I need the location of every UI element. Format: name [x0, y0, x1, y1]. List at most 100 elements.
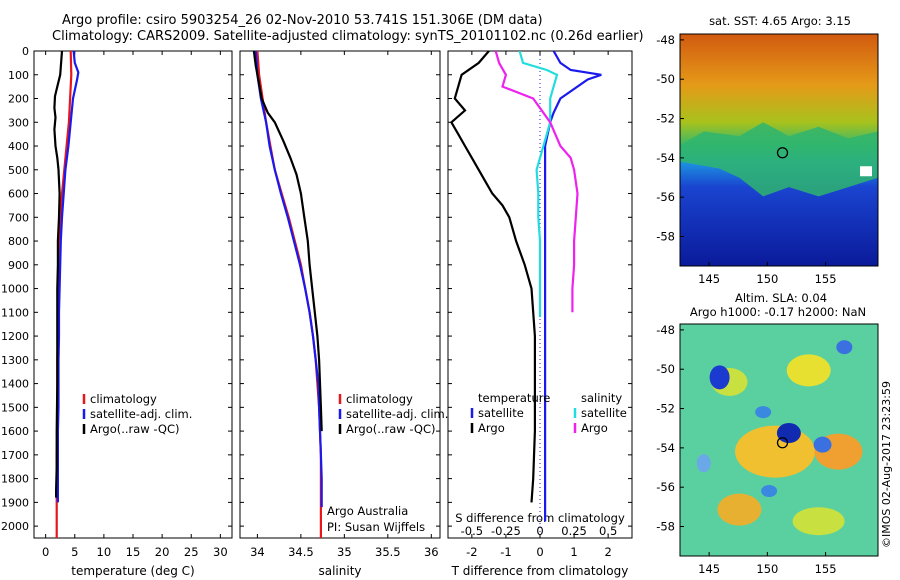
- t-tick-label: 0: [536, 545, 543, 559]
- t-tick-label: -1: [500, 545, 511, 559]
- sla-anomaly: [786, 354, 831, 387]
- depth-tick-label: 500: [8, 164, 29, 177]
- lat-tick-label: -48: [656, 323, 675, 337]
- sla-anomaly: [813, 436, 832, 453]
- depth-tick-label: 100: [8, 69, 29, 82]
- lon-tick-label: 150: [756, 562, 778, 576]
- salinity-panel: 34 34.5 35 35.5 36 salinity climatologysatelli…: [239, 50, 448, 578]
- series-line-satellite-adj-clim-: [254, 51, 323, 508]
- depth-tick-label: 1800: [1, 473, 29, 486]
- x-tick-label: 36: [424, 545, 439, 559]
- lat-tick-label: -56: [656, 480, 675, 494]
- sst-map-panel: sat. SST: 4.65 Argo: 3.15 145 150 155 -48 -50…: [656, 14, 879, 286]
- depth-tick-label: 200: [8, 93, 29, 106]
- depth-tick-label: 300: [8, 116, 29, 129]
- t-tick-label: -2: [466, 545, 477, 559]
- legend-entry: climatology: [90, 392, 157, 406]
- argo-location-marker: [776, 437, 789, 449]
- legend-temperature-title: temperature: [478, 391, 550, 405]
- legend-entry: satellite-adj. clim.: [90, 407, 192, 421]
- series-line-satellite-adj-clim-: [56, 51, 80, 503]
- depth-tick-label: 1600: [1, 425, 29, 438]
- depth-tick-label: 700: [8, 211, 29, 224]
- lat-tick-label: -58: [656, 520, 675, 534]
- s-tick-label: 0: [536, 524, 543, 538]
- depth-tick-label: 1100: [1, 306, 29, 319]
- sla-anomaly: [717, 493, 762, 526]
- temperature-panel: 0100200300400500600700800900100011001200…: [1, 45, 233, 578]
- x-tick-label: 10: [97, 545, 112, 559]
- argo-location-marker: [776, 147, 789, 159]
- lon-tick-label: 155: [815, 272, 837, 286]
- t-tick-label: 2: [604, 545, 611, 559]
- x-tick-label: 5: [71, 545, 78, 559]
- annotation-line-1: Argo Australia: [327, 504, 408, 518]
- legend-entry: satellite-adj. clim.: [346, 407, 448, 421]
- map-frame: [679, 323, 879, 557]
- legend-entry: Argo: [581, 421, 608, 435]
- depth-tick-label: 600: [8, 188, 29, 201]
- depth-tick-label: 800: [8, 235, 29, 248]
- s-tick-label: -0.5: [461, 524, 483, 538]
- sla-map-title-2: Argo h1000: -0.17 h2000: NaN: [690, 305, 866, 319]
- lon-tick-label: 145: [698, 562, 720, 576]
- depth-tick-label: 2000: [1, 520, 29, 533]
- lat-tick-label: -58: [656, 230, 675, 244]
- lat-tick-label: -48: [656, 33, 675, 47]
- legend-entry: satellite: [478, 406, 524, 420]
- lon-tick-label: 145: [698, 272, 720, 286]
- sla-anomaly: [792, 507, 845, 536]
- sla-anomaly: [761, 485, 778, 498]
- s-tick-label: 0.5: [599, 524, 617, 538]
- series-line-argo-raw-qc-: [252, 51, 323, 432]
- x-tick-label: 34.5: [288, 545, 314, 559]
- s-axis-label: S difference from climatology: [455, 511, 625, 525]
- s-tick-label: 0.25: [561, 524, 587, 538]
- plot-frame: [239, 50, 441, 539]
- sla-anomaly: [709, 365, 730, 390]
- x-tick-label: 0: [42, 545, 49, 559]
- legend-salinity-title: salinity: [581, 391, 622, 405]
- depth-tick-label: 900: [8, 259, 29, 272]
- sla-anomaly: [696, 454, 711, 473]
- lat-tick-label: -50: [656, 72, 675, 86]
- title-line-1: Argo profile: csiro 5903254_26 02-Nov-20…: [62, 13, 543, 28]
- lat-tick-label: -54: [656, 151, 675, 165]
- series-line-temperature-argo: [449, 51, 537, 503]
- lat-tick-label: -54: [656, 441, 675, 455]
- x-axis-label: temperature (deg C): [71, 564, 194, 578]
- sla-anomaly: [735, 425, 816, 478]
- depth-tick-label: 0: [22, 45, 29, 58]
- series-line-salinity-argo: [494, 51, 579, 313]
- sst-front: [680, 122, 878, 197]
- depth-tick-label: 400: [8, 140, 29, 153]
- sst-map-title: sat. SST: 4.65 Argo: 3.15: [709, 14, 851, 28]
- sla-anomaly: [776, 423, 801, 444]
- x-tick-label: 30: [213, 545, 228, 559]
- series-line-temperature-satellite: [543, 51, 602, 522]
- missing-data-patch: [860, 166, 872, 177]
- annotation-line-2: PI: Susan Wijffels: [327, 520, 425, 534]
- x-axis-label: T difference from climatology: [451, 564, 629, 578]
- depth-tick-label: 1000: [1, 283, 29, 296]
- legend-entry: Argo(..raw -QC): [346, 422, 436, 436]
- legend-entry: climatology: [346, 392, 413, 406]
- depth-tick-label: 1900: [1, 496, 29, 509]
- depth-tick-label: 1200: [1, 330, 29, 343]
- x-tick-label: 25: [184, 545, 199, 559]
- legend-entry: satellite: [581, 406, 627, 420]
- depth-tick-label: 1500: [1, 401, 29, 414]
- lat-tick-label: -56: [656, 190, 675, 204]
- series-line-salinity-satellite: [518, 51, 559, 318]
- legend-entry: Argo(..raw -QC): [90, 422, 180, 436]
- copyright-stamp: ©IMOS 02-Aug-2017 23:23:59: [880, 381, 893, 548]
- s-tick-label: -0.25: [491, 524, 521, 538]
- lat-tick-label: -52: [656, 112, 675, 126]
- title-line-2: Climatology: CARS2009. Satellite-adjuste…: [52, 29, 644, 44]
- legend-entry: Argo: [478, 421, 505, 435]
- x-tick-label: 35: [337, 545, 352, 559]
- t-tick-label: 1: [570, 545, 577, 559]
- sla-anomaly: [836, 340, 853, 355]
- depth-tick-label: 1400: [1, 378, 29, 391]
